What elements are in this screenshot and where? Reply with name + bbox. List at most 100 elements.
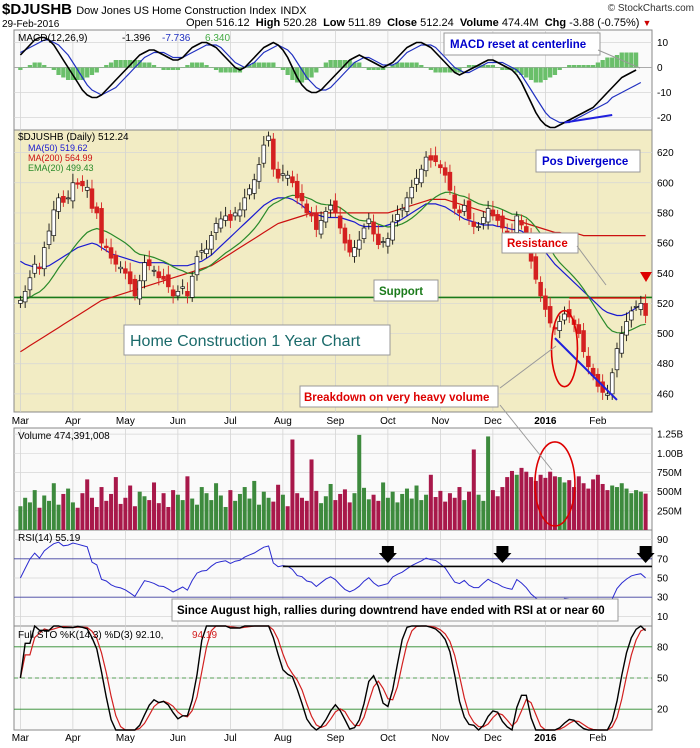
resistance-pointer bbox=[576, 245, 607, 286]
candle-body bbox=[199, 250, 205, 253]
macd-histogram-bar bbox=[347, 60, 352, 68]
macd-histogram-bar bbox=[42, 65, 47, 68]
volume-bar bbox=[89, 497, 94, 530]
candle-body bbox=[285, 174, 290, 179]
volume-bar bbox=[309, 459, 314, 530]
volume-bar bbox=[509, 470, 514, 530]
volume-bar bbox=[214, 483, 219, 530]
candle-body bbox=[452, 194, 457, 209]
volume-bar bbox=[443, 501, 448, 530]
breakdown-box bbox=[299, 385, 499, 408]
x-tick-label-top: Mar bbox=[12, 416, 30, 427]
macd-histogram-bar bbox=[194, 62, 200, 68]
volume-bar bbox=[137, 491, 142, 530]
candle-body bbox=[247, 188, 252, 196]
macd-histogram-bar bbox=[466, 65, 472, 68]
volume-bar bbox=[194, 504, 199, 530]
macd-histogram-bar bbox=[75, 67, 80, 80]
volume-bar bbox=[424, 494, 429, 530]
y-tick-label: -20 bbox=[657, 113, 672, 124]
candle-body bbox=[146, 259, 152, 267]
macd-histogram-bar bbox=[624, 52, 629, 68]
volume-bar bbox=[156, 503, 161, 530]
volume-bar bbox=[204, 493, 209, 530]
macd-histogram-bar bbox=[552, 67, 558, 75]
macd-histogram-bar bbox=[524, 67, 529, 78]
candle-body bbox=[547, 306, 553, 324]
macd-histogram-bar bbox=[61, 67, 66, 78]
volume-bar bbox=[600, 483, 605, 530]
x-tick-label-bottom: 2016 bbox=[534, 733, 557, 744]
volume-bar bbox=[576, 476, 581, 530]
y-tick-label: 520 bbox=[657, 299, 674, 310]
candle-body bbox=[46, 230, 52, 245]
volume-bar bbox=[347, 502, 352, 530]
open-label: Open bbox=[186, 17, 213, 29]
support-annotation: Support bbox=[379, 286, 423, 298]
volume-bar bbox=[404, 488, 409, 530]
candle-body bbox=[256, 164, 262, 182]
volume-bar bbox=[118, 503, 123, 530]
index-tag: INDX bbox=[280, 5, 307, 17]
macd-histogram-bar bbox=[290, 67, 295, 80]
macd-histogram-bar bbox=[576, 65, 581, 68]
macd-histogram-bar bbox=[285, 67, 290, 75]
volume-bar bbox=[567, 480, 572, 530]
volume-bar bbox=[247, 498, 252, 530]
volume-bar bbox=[462, 500, 467, 530]
y-tick-label: 30 bbox=[657, 593, 669, 604]
y-tick-label: 500M bbox=[657, 487, 682, 498]
volume-bar bbox=[152, 482, 157, 530]
candle-body bbox=[280, 173, 286, 176]
volume-bar bbox=[605, 490, 610, 530]
y-tick-label: 600 bbox=[657, 178, 674, 189]
down-arrow-icon bbox=[636, 546, 655, 563]
y-tick-label: 10 bbox=[657, 38, 669, 49]
volume-bar bbox=[533, 480, 538, 530]
macd-histogram-bar bbox=[128, 60, 133, 68]
macd-histogram-bar bbox=[567, 65, 572, 68]
macd-histogram-bar bbox=[357, 62, 362, 68]
volume-bar bbox=[75, 507, 80, 530]
candle-body bbox=[166, 274, 171, 288]
chart-header-title: $DJUSHB Dow Jones US Home Construction I… bbox=[2, 1, 307, 18]
candle-body bbox=[414, 177, 419, 185]
breakdown-ellipse bbox=[550, 309, 579, 388]
candle-body bbox=[32, 263, 37, 274]
candle-body bbox=[433, 155, 438, 163]
candle-body bbox=[51, 209, 57, 236]
volume-bar bbox=[581, 483, 586, 530]
macd-histogram-bar bbox=[185, 65, 190, 68]
macd-histogram-bar bbox=[433, 67, 438, 73]
macd-histogram-bar bbox=[137, 60, 142, 68]
macd-histogram-bar bbox=[233, 67, 238, 73]
sto-value-2: 94.19 bbox=[192, 630, 217, 641]
candle-body bbox=[84, 186, 90, 191]
macd-histogram-bar bbox=[56, 67, 61, 75]
macd-line bbox=[19, 36, 637, 129]
volume-bar bbox=[61, 493, 66, 530]
macd-histogram-bar bbox=[247, 65, 252, 68]
macd-histogram-bar bbox=[170, 67, 176, 70]
macd-histogram-bar bbox=[581, 65, 586, 68]
volume-bar bbox=[428, 474, 433, 530]
volume-bar bbox=[185, 476, 190, 530]
macd-histogram-bar bbox=[538, 67, 543, 83]
volume-bar bbox=[629, 493, 634, 530]
volume-bar bbox=[257, 504, 262, 530]
macd-histogram-bar bbox=[104, 65, 109, 68]
candle-body bbox=[404, 197, 410, 212]
macd-histogram-bar bbox=[228, 67, 233, 73]
volume-bar bbox=[285, 506, 290, 530]
y-tick-label: 10 bbox=[657, 612, 669, 623]
candle-body bbox=[337, 215, 343, 229]
macd-histogram-bar bbox=[495, 67, 500, 68]
candle-body bbox=[619, 333, 625, 354]
x-tick-label-top: Jun bbox=[170, 416, 186, 427]
x-tick-label-bottom: Aug bbox=[274, 733, 292, 744]
volume-bar bbox=[376, 500, 381, 530]
macd-histogram-bar bbox=[27, 65, 33, 68]
candle-body bbox=[614, 348, 620, 371]
macd-histogram-bar bbox=[37, 62, 42, 68]
